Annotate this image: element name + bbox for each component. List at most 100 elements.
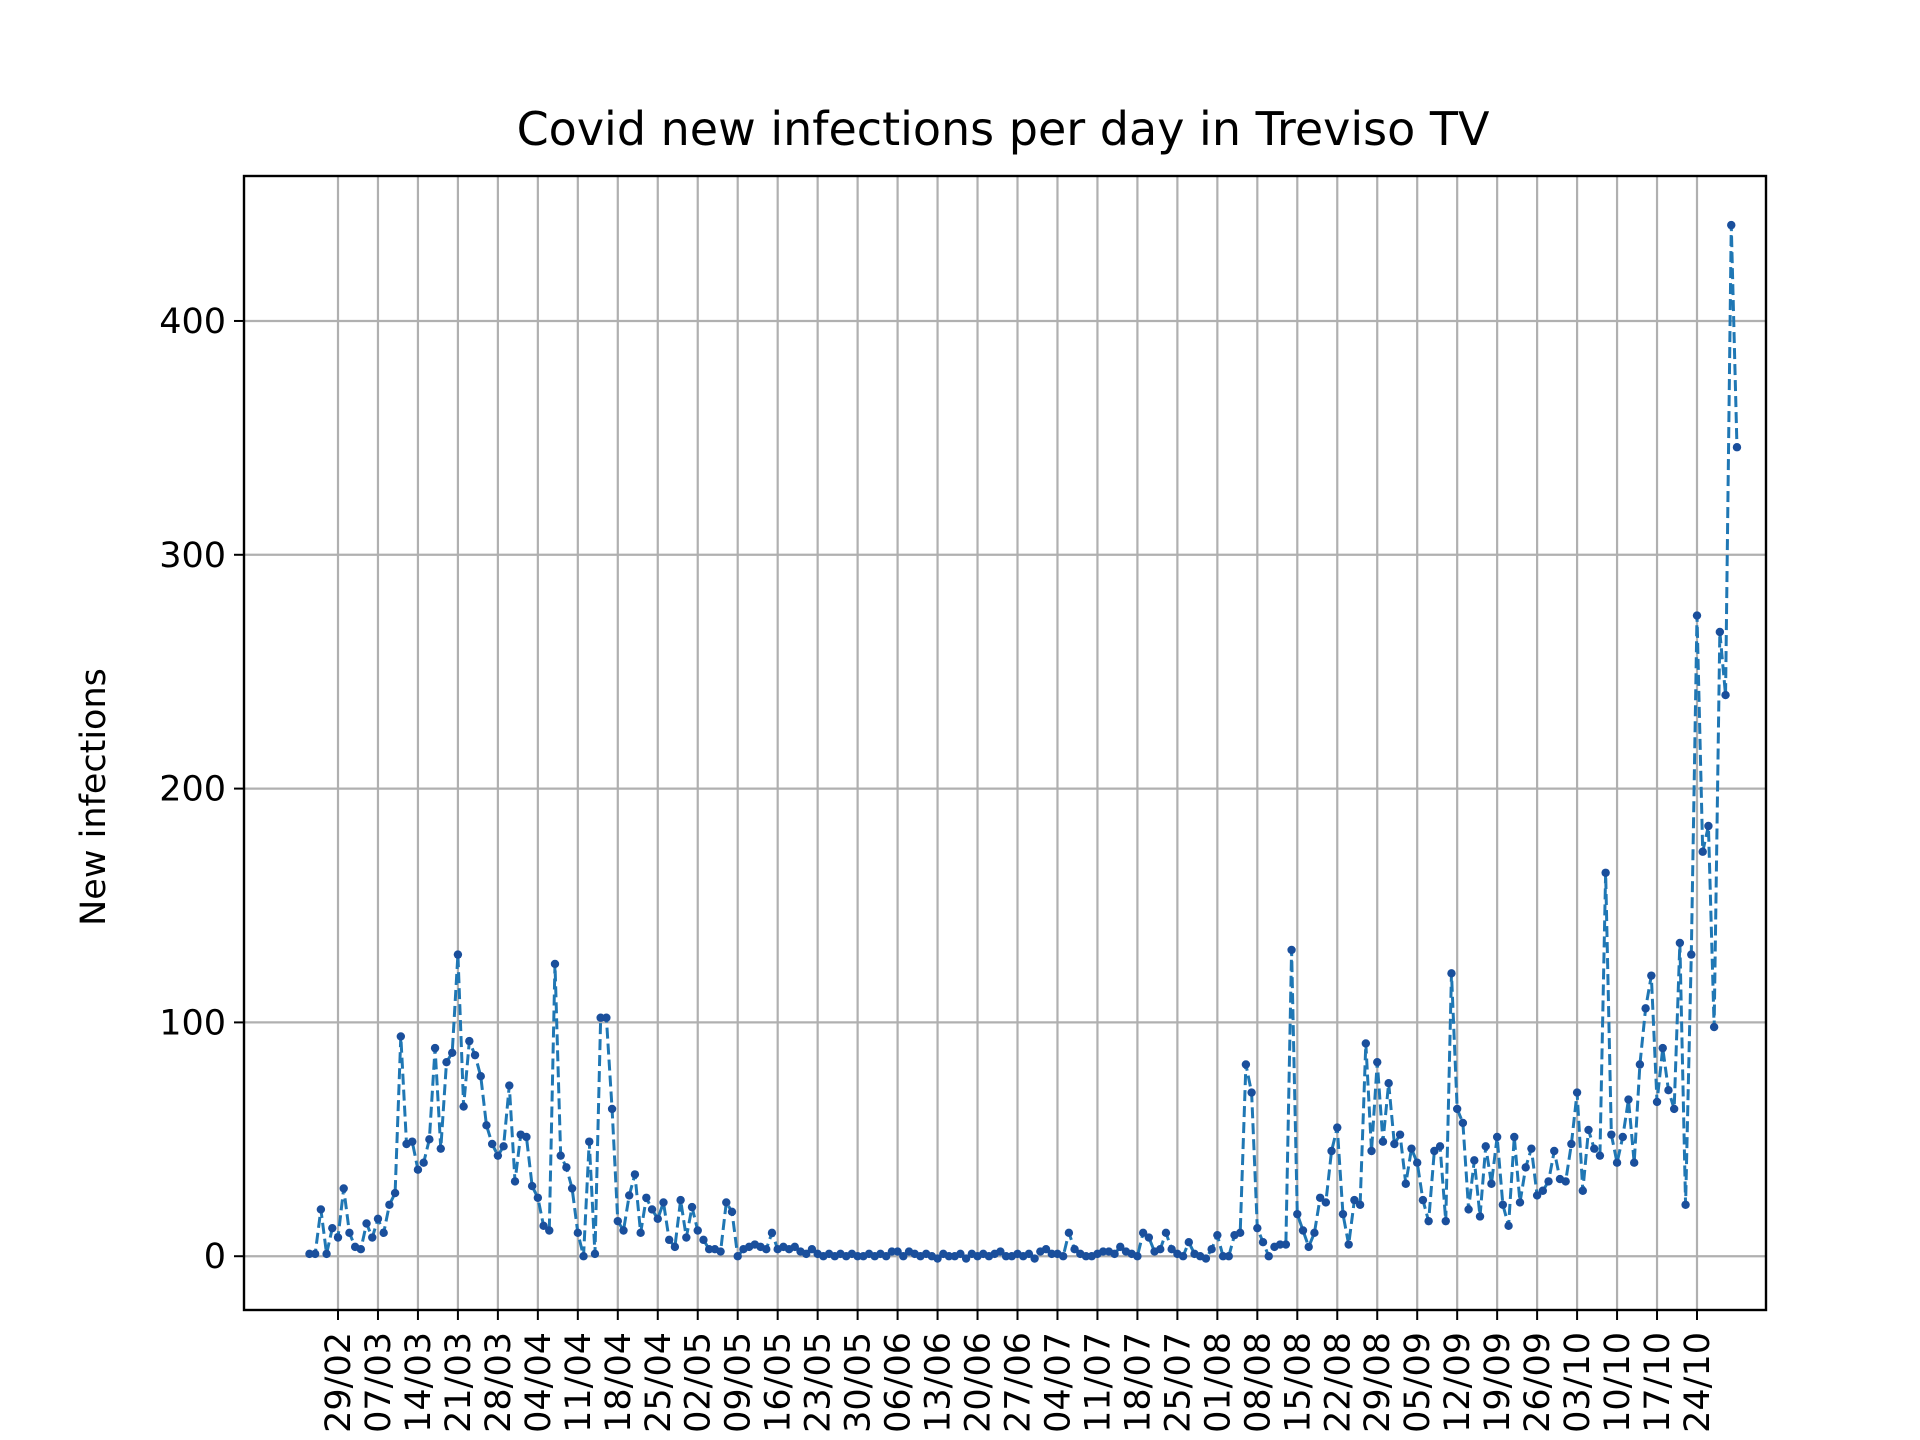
x-tick-label: 19/09 bbox=[1478, 1332, 1518, 1433]
data-point bbox=[1041, 1245, 1051, 1254]
y-tick-label: 300 bbox=[159, 536, 226, 576]
data-point bbox=[670, 1242, 680, 1252]
data-point bbox=[1207, 1245, 1216, 1254]
data-point bbox=[1447, 969, 1456, 978]
series-line bbox=[309, 223, 1739, 1261]
data-point bbox=[1264, 1252, 1273, 1261]
data-point bbox=[1424, 1216, 1433, 1226]
data-point bbox=[1595, 1151, 1605, 1160]
x-tick-label: 06/06 bbox=[879, 1332, 919, 1433]
x-tick-label: 18/04 bbox=[599, 1332, 639, 1433]
data-point bbox=[522, 1132, 531, 1142]
data-point bbox=[1378, 1137, 1388, 1146]
data-point bbox=[510, 1177, 520, 1186]
data-point bbox=[1504, 1221, 1513, 1231]
x-tick-label: 02/05 bbox=[679, 1332, 719, 1433]
data-point bbox=[659, 1198, 668, 1207]
data-point bbox=[1550, 1146, 1559, 1156]
data-point bbox=[1618, 1132, 1627, 1142]
data-point bbox=[722, 1198, 731, 1207]
data-point bbox=[1675, 938, 1685, 948]
data-point bbox=[1624, 1095, 1633, 1104]
data-point bbox=[1030, 1254, 1039, 1263]
data-point bbox=[453, 950, 463, 959]
data-point bbox=[505, 1081, 514, 1090]
data-point bbox=[1698, 847, 1707, 856]
y-tick-label: 100 bbox=[159, 1003, 226, 1043]
data-point bbox=[1727, 220, 1736, 230]
data-point bbox=[1407, 1144, 1416, 1153]
data-point bbox=[1201, 1254, 1211, 1263]
data-point bbox=[1441, 1216, 1450, 1226]
data-point bbox=[613, 1216, 622, 1226]
data-point bbox=[573, 1228, 583, 1238]
data-point bbox=[607, 1104, 617, 1114]
data-point bbox=[893, 1247, 902, 1256]
x-tick-label: 13/06 bbox=[919, 1332, 959, 1433]
data-point bbox=[408, 1137, 417, 1146]
x-tick-label: 05/09 bbox=[1398, 1332, 1438, 1433]
data-point bbox=[762, 1245, 771, 1254]
data-point bbox=[1350, 1195, 1359, 1205]
data-point bbox=[1572, 1088, 1582, 1097]
data-point bbox=[1635, 1060, 1645, 1069]
data-point bbox=[1704, 821, 1713, 831]
data-point bbox=[1070, 1245, 1079, 1254]
data-point bbox=[1321, 1198, 1331, 1207]
data-point bbox=[647, 1205, 657, 1214]
data-point bbox=[430, 1043, 440, 1053]
data-point bbox=[1293, 1209, 1302, 1219]
data-point bbox=[1235, 1228, 1245, 1238]
data-point bbox=[642, 1193, 651, 1202]
data-point bbox=[1333, 1123, 1342, 1132]
data-point bbox=[1355, 1200, 1365, 1209]
data-point bbox=[1607, 1130, 1616, 1139]
data-point bbox=[1344, 1240, 1353, 1249]
data-point bbox=[1287, 945, 1296, 955]
data-point bbox=[1253, 1223, 1262, 1233]
data-point bbox=[1247, 1088, 1256, 1097]
axes: 29/02 07/03 14/03 21/03 28/03 04/04 11/04 18/04… bbox=[159, 174, 1768, 1433]
x-tick-label: 11/04 bbox=[559, 1332, 599, 1433]
data-point bbox=[1435, 1142, 1445, 1151]
data-point bbox=[533, 1193, 543, 1202]
data-point bbox=[664, 1235, 674, 1245]
data-point bbox=[310, 1249, 320, 1259]
data-point bbox=[802, 1249, 811, 1259]
x-tick-label: 01/08 bbox=[1198, 1332, 1238, 1433]
data-point bbox=[693, 1226, 702, 1235]
data-point bbox=[1401, 1179, 1410, 1188]
data-point bbox=[1510, 1132, 1519, 1142]
data-point bbox=[550, 959, 560, 969]
data-point bbox=[636, 1228, 645, 1238]
data-point bbox=[1544, 1177, 1553, 1186]
data-point bbox=[545, 1226, 554, 1235]
x-tick-label: 16/05 bbox=[759, 1332, 799, 1433]
data-point bbox=[1538, 1186, 1548, 1195]
data-point bbox=[653, 1214, 662, 1224]
data-point bbox=[1487, 1179, 1496, 1188]
data-point bbox=[1413, 1158, 1422, 1167]
x-tick-label: 26/09 bbox=[1518, 1332, 1558, 1433]
data-point bbox=[470, 1050, 480, 1060]
data-point bbox=[1304, 1242, 1313, 1252]
data-point bbox=[1721, 690, 1730, 700]
data-point bbox=[539, 1221, 548, 1231]
data-point bbox=[1138, 1228, 1148, 1238]
data-point bbox=[556, 1151, 565, 1160]
data-point bbox=[1578, 1186, 1588, 1195]
data-point bbox=[1452, 1104, 1462, 1114]
chart-title: Covid new infections per day in Treviso … bbox=[517, 102, 1490, 156]
data-point bbox=[585, 1137, 594, 1146]
data-point bbox=[1567, 1139, 1576, 1149]
y-tick-label: 400 bbox=[159, 302, 226, 342]
data-point bbox=[1430, 1146, 1439, 1156]
x-tick-label: 25/04 bbox=[639, 1332, 679, 1433]
x-tick-label: 29/08 bbox=[1358, 1332, 1398, 1433]
data-point bbox=[579, 1252, 588, 1261]
data-point bbox=[1338, 1209, 1348, 1219]
data-point bbox=[1464, 1205, 1473, 1214]
data-point bbox=[1669, 1104, 1679, 1114]
data-point bbox=[676, 1195, 685, 1205]
